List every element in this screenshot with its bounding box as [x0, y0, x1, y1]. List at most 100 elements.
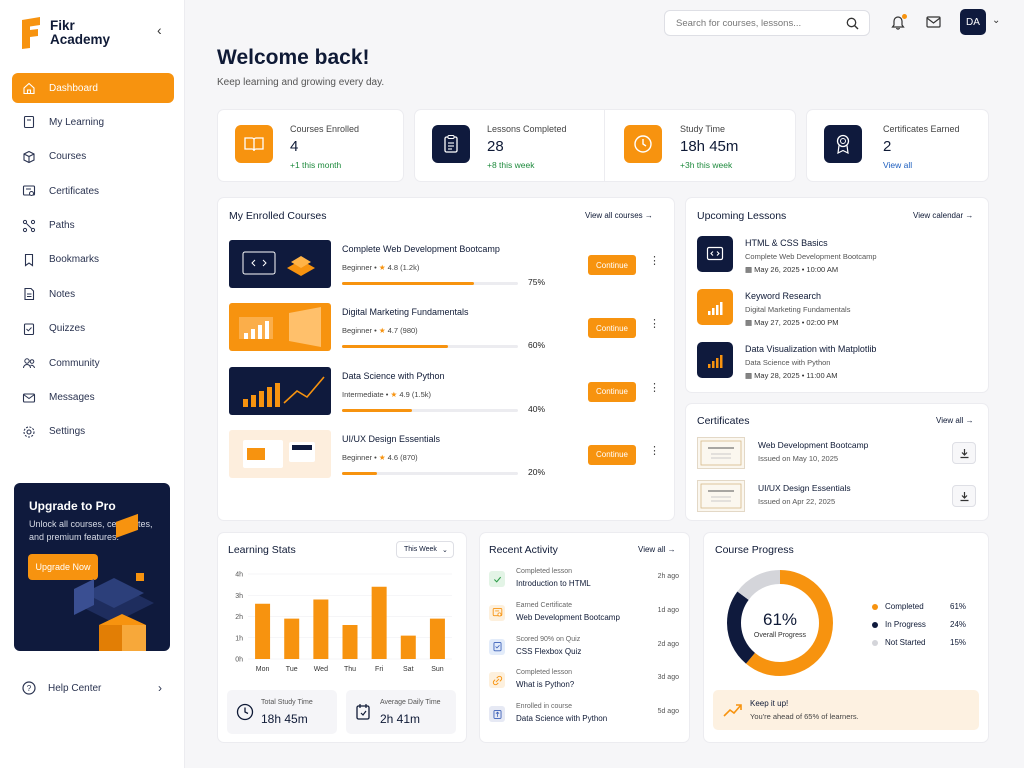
activity-item[interactable]: Completed lesson What is Python? 3d ago — [489, 668, 679, 698]
course-rating: 4.8 (1.2k) — [387, 263, 420, 272]
course-progress-fill — [342, 282, 474, 285]
activity-time: 3d ago — [657, 674, 679, 682]
activity-item[interactable]: Scored 90% on Quiz CSS Flexbox Quiz 2d ago — [489, 635, 679, 665]
upgrade-now-button[interactable]: Upgrade Now — [28, 554, 98, 580]
collapse-sidebar-button[interactable]: ‹ — [157, 22, 162, 38]
y-tick-label: 3h — [235, 593, 243, 600]
chevron-down-icon[interactable]: ⌄ — [992, 15, 1001, 26]
course-title[interactable]: UI/UX Design Essentials — [342, 433, 441, 444]
community-icon — [23, 358, 35, 369]
sidebar-item-my-learning[interactable]: My Learning — [12, 107, 174, 137]
more-options-icon[interactable]: ⋮ — [649, 381, 660, 394]
activity-item[interactable]: Earned Certificate Web Development Bootca… — [489, 601, 679, 631]
sidebar-item-label: Community — [49, 357, 100, 369]
course-progress-fill — [342, 345, 448, 349]
bar-wed — [313, 599, 329, 659]
search-placeholder: Search for courses, lessons... — [676, 17, 802, 29]
help-center-link[interactable]: ? Help Center › — [22, 681, 162, 695]
more-options-icon[interactable]: ⋮ — [649, 255, 660, 267]
upcoming-lesson-item[interactable]: Data Visualization with Matplotlib Data S… — [697, 342, 967, 382]
star-icon: ★ — [390, 389, 400, 399]
view-all-certificates-link[interactable]: View all → — [936, 416, 974, 425]
sidebar-item-community[interactable]: Community — [12, 348, 174, 378]
legend-label: Completed — [885, 602, 924, 611]
course-thumbnail-wrap[interactable] — [229, 303, 331, 352]
upcoming-lesson-item[interactable]: Keyword Research Digital Marketing Fundam… — [697, 289, 967, 329]
continue-button[interactable]: Continue — [588, 255, 636, 275]
course-thumbnail-wrap[interactable] — [229, 366, 331, 415]
download-button[interactable] — [952, 442, 976, 464]
course-row[interactable]: Data Science with Python Intermediate • ★… — [229, 366, 661, 415]
course-meta: Beginner • ★ 4.7 (980) — [342, 326, 418, 335]
course-thumbnail — [229, 303, 331, 352]
clock-icon — [624, 125, 662, 163]
certificate-thumbnail — [697, 437, 745, 469]
course-row[interactable]: Complete Web Development Bootcamp Beginne… — [229, 240, 661, 288]
view-all-certificates-link[interactable]: View all — [883, 160, 913, 170]
more-options-icon[interactable]: ⋮ — [649, 318, 660, 331]
check-icon — [493, 576, 501, 583]
sidebar-item-notes[interactable]: Notes — [12, 279, 174, 309]
bell-icon[interactable] — [891, 15, 905, 30]
learning-stats-chart: 0h 1h 2h 3h 4h Mon Tue Wed Thu Fri Sat Sun — [235, 572, 452, 673]
calendar-icon: ▦ — [745, 265, 755, 274]
search-input[interactable]: Search for courses, lessons... — [664, 10, 870, 36]
certificate-item[interactable]: Web Development Bootcamp Issued on May 10… — [697, 437, 977, 471]
continue-button[interactable]: Continue — [588, 318, 636, 339]
sidebar-item-label: Paths — [49, 220, 75, 232]
activity-icon-wrap — [489, 571, 505, 587]
average-value: 2h 41m — [380, 712, 421, 726]
star-icon: ★ — [378, 263, 388, 272]
course-title[interactable]: Complete Web Development Bootcamp — [342, 244, 500, 254]
course-rating: 4.9 (1.5k) — [399, 389, 431, 399]
sidebar-item-settings[interactable]: Settings — [12, 417, 174, 447]
course-thumbnail-wrap[interactable] — [229, 240, 331, 288]
y-tick-label: 1h — [235, 635, 243, 642]
activity-item[interactable]: Completed lesson Introduction to HTML 2h a… — [489, 567, 679, 597]
view-all-activity-link[interactable]: View all → — [638, 545, 676, 554]
activity-kind: Scored 90% on Quiz — [516, 635, 581, 643]
week-select[interactable]: This Week ⌄ — [396, 541, 454, 558]
sidebar-item-paths[interactable]: Paths — [12, 211, 174, 241]
lesson-datetime: ▦ May 27, 2025 • 02:00 PM — [745, 318, 839, 327]
section-title: Course Progress — [715, 544, 794, 556]
help-icon: ? — [22, 681, 36, 695]
sidebar-item-quizzes[interactable]: Quizzes — [12, 314, 174, 344]
brand-logo[interactable]: Fikr Academy — [20, 16, 110, 50]
sidebar-item-bookmarks[interactable]: Bookmarks — [12, 245, 174, 275]
course-row[interactable]: UI/UX Design Essentials Beginner • ★ 4.6 … — [229, 429, 661, 478]
continue-button[interactable]: Continue — [588, 444, 636, 465]
course-title[interactable]: Digital Marketing Fundamentals — [342, 307, 469, 318]
legend-dot — [872, 640, 878, 646]
sidebar-item-dashboard[interactable]: Dashboard — [12, 73, 174, 103]
course-thumbnail — [229, 240, 331, 288]
stat-delta: +1 this month — [290, 160, 342, 170]
activity-item[interactable]: Enrolled in course Data Science with Pyth… — [489, 702, 679, 732]
course-thumbnail-wrap[interactable] — [229, 429, 331, 478]
continue-button[interactable]: Continue — [588, 381, 636, 402]
donut-center-value: 61% — [762, 610, 798, 629]
enrolled-courses-card: My Enrolled Courses View all courses → C… — [217, 197, 675, 521]
y-tick-label: 0h — [235, 657, 243, 664]
sidebar-item-certificates[interactable]: Certificates — [12, 176, 174, 206]
view-all-courses-link[interactable]: View all courses → — [585, 211, 653, 220]
download-button[interactable] — [952, 485, 976, 507]
bullet: • — [372, 326, 379, 336]
sidebar-item-courses[interactable]: Courses — [12, 142, 174, 172]
bar-thu — [342, 625, 358, 659]
star-icon: ★ — [378, 326, 388, 336]
donut-segment-in-progress — [727, 570, 833, 676]
course-title[interactable]: Data Science with Python — [342, 370, 445, 381]
certificate-item[interactable]: UI/UX Design Essentials Issued on Apr 22,… — [697, 480, 977, 514]
more-options-icon[interactable]: ⋮ — [649, 444, 660, 457]
avatar[interactable]: DA — [960, 9, 986, 35]
upcoming-lesson-item[interactable]: HTML & CSS Basics Complete Web Developmen… — [697, 236, 967, 276]
download-icon — [960, 491, 968, 501]
course-row[interactable]: Digital Marketing Fundamentals Beginner •… — [229, 303, 661, 352]
sidebar-item-messages[interactable]: Messages — [12, 383, 174, 413]
bar-chart-icon — [697, 289, 733, 325]
y-tick-label: 4h — [235, 572, 243, 579]
lesson-course: Digital Marketing Fundamentals — [745, 305, 851, 314]
view-calendar-link[interactable]: View calendar → — [913, 211, 973, 220]
mail-icon[interactable] — [926, 16, 941, 28]
